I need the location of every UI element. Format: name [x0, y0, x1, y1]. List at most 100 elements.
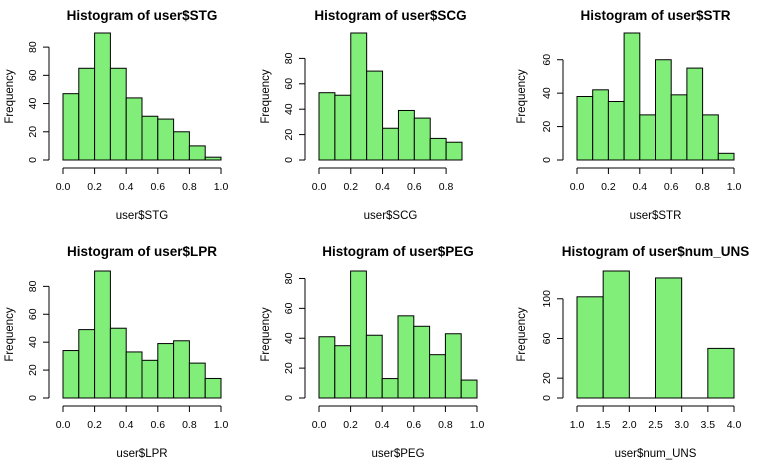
- histogram-bar: [78, 329, 96, 399]
- x-tick-label: 0.0: [570, 181, 585, 193]
- histogram-bar: [204, 156, 222, 161]
- histogram-bar: [639, 114, 656, 161]
- x-tick-label: 0.4: [375, 181, 390, 193]
- histogram-bar: [655, 59, 672, 161]
- x-tick-label: 3.5: [701, 419, 716, 431]
- histogram-bar: [655, 277, 683, 399]
- histogram-bar: [157, 343, 175, 399]
- y-tick-label: 40: [283, 332, 295, 344]
- x-tick-label: 2.0: [622, 419, 637, 431]
- histogram-bar: [413, 325, 431, 399]
- chart-title: Histogram of user$num_UNS: [562, 244, 750, 259]
- y-tick-label: 60: [283, 302, 295, 314]
- x-tick-label: 4.0: [727, 419, 742, 431]
- x-tick-label: 1.0: [214, 419, 229, 431]
- y-tick-label: 40: [541, 87, 553, 99]
- chart-title: Histogram of user$LPR: [67, 244, 217, 259]
- x-tick-label: 0.0: [312, 419, 327, 431]
- x-tick-label: 0.8: [439, 181, 454, 193]
- histogram-bar: [188, 362, 206, 399]
- histogram-bar: [334, 94, 352, 161]
- y-tick-label: 60: [27, 69, 39, 81]
- x-tick-label: 0.4: [119, 419, 134, 431]
- y-tick-label: 0: [283, 157, 295, 163]
- y-tick-label: 80: [27, 280, 39, 292]
- y-tick-label: 80: [283, 272, 295, 284]
- histogram-bar: [78, 67, 96, 161]
- histogram-bar: [445, 141, 463, 161]
- x-tick-label: 0.6: [150, 181, 165, 193]
- y-axis-label: Frequency: [516, 307, 528, 362]
- histogram-bar: [460, 379, 478, 399]
- histogram-bar: [318, 336, 336, 399]
- y-tick-label: 0: [541, 395, 553, 401]
- y-tick-label: 80: [283, 52, 295, 64]
- histogram-bar: [429, 354, 446, 399]
- histogram-bar: [365, 334, 383, 399]
- x-tick-label: 0.4: [119, 181, 134, 193]
- histogram-bar: [350, 32, 368, 161]
- y-tick-label: 0: [27, 395, 39, 401]
- y-axis-label: Frequency: [4, 307, 16, 362]
- histogram-bar: [592, 89, 609, 161]
- x-tick-label: 0.8: [182, 419, 197, 431]
- x-tick-label: 1.0: [470, 419, 485, 431]
- chart-title: Histogram of user$STR: [580, 8, 730, 23]
- y-tick-label: 0: [283, 395, 295, 401]
- chart-title: Histogram of user$SCG: [314, 8, 466, 23]
- histogram-panel-3: Histogram of user$STR 0.0 0.2 0.4 0.6 0.8 1.0 0…: [516, 8, 741, 222]
- x-tick-label: 0.6: [664, 181, 679, 193]
- x-axis-label: user$num_UNS: [615, 448, 697, 460]
- x-axis-label: user$LPR: [116, 448, 167, 460]
- y-tick-label: 40: [27, 336, 39, 348]
- y-tick-label: 20: [283, 362, 295, 374]
- x-tick-label: 0.2: [87, 419, 102, 431]
- histogram-bar: [576, 296, 604, 399]
- y-tick-label: 0: [27, 157, 39, 163]
- histogram-bar: [382, 127, 399, 161]
- y-axis-label: Frequency: [4, 69, 16, 124]
- histogram-bar: [109, 67, 127, 161]
- y-tick-label: 80: [27, 41, 39, 53]
- x-tick-label: 0.6: [406, 419, 421, 431]
- histogram-bar: [125, 97, 143, 161]
- histogram-bar: [125, 351, 143, 399]
- x-tick-label: 0.2: [343, 181, 358, 193]
- x-tick-label: 0.4: [375, 419, 390, 431]
- histogram-bar: [413, 117, 431, 161]
- x-tick-label: 0.2: [343, 419, 358, 431]
- histogram-bar: [157, 118, 175, 161]
- histogram-bar: [576, 96, 594, 161]
- chart-title: Histogram of user$PEG: [322, 244, 474, 259]
- histogram-bar: [717, 152, 735, 161]
- x-tick-label: 0.8: [182, 181, 197, 193]
- x-tick-label: 0.0: [56, 181, 71, 193]
- y-tick-label: 0: [541, 157, 553, 163]
- x-axis-label: user$STR: [630, 210, 682, 222]
- histogram-bar: [109, 327, 127, 399]
- histogram-bar: [397, 315, 415, 399]
- histogram-bar: [334, 345, 352, 399]
- histogram-bar: [350, 270, 367, 399]
- y-tick-label: 20: [283, 129, 295, 141]
- histogram-bar: [444, 333, 462, 399]
- histogram-bar: [686, 67, 704, 161]
- x-axis-label: user$SCG: [364, 210, 418, 222]
- y-tick-label: 20: [541, 372, 553, 384]
- histogram-panel-6: Histogram of user$num_UNS 1.0 1.5 2.0 2.5 3.0…: [516, 244, 749, 460]
- histogram-bar: [141, 359, 159, 399]
- histogram-bar: [381, 378, 399, 399]
- y-tick-label: 60: [283, 78, 295, 90]
- y-tick-label: 20: [27, 364, 39, 376]
- histogram-bar: [94, 270, 111, 399]
- histogram-bar: [141, 115, 159, 161]
- histogram-bar: [62, 93, 80, 161]
- x-axis-label: user$STG: [116, 210, 168, 222]
- x-tick-label: 0.4: [632, 181, 647, 193]
- histogram-bar: [62, 350, 80, 399]
- histogram-panel-2: Histogram of user$SCG 0.0 0.2 0.4 0.6 0.8 0 20 4…: [260, 8, 467, 222]
- y-tick-label: 40: [27, 98, 39, 110]
- histogram-bar: [94, 32, 111, 161]
